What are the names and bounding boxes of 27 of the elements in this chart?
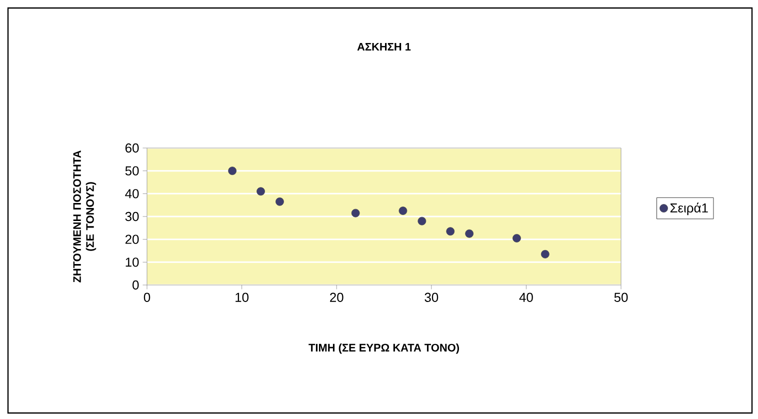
y-tick-label: 50: [125, 166, 139, 176]
x-tick-label: 40: [519, 292, 533, 302]
point: [276, 197, 284, 206]
y-tick-label: 60: [125, 143, 139, 153]
x-tick-label: 0: [144, 292, 150, 302]
x-axis-title: ΤΙΜΗ (ΣΕ ΕΥΡΩ ΚΑΤΑ ΤΟΝΟ): [308, 344, 459, 354]
point: [398, 206, 408, 215]
x-tick-label: 20: [330, 292, 344, 302]
point: [465, 229, 474, 238]
point: [256, 187, 265, 196]
y-axis-title: ΖΗΤΟΥΜΕΝΗ ΠΟΣΟΤΗΤΑ (ΣΕ ΤΟΝΟΥΣ): [73, 150, 96, 282]
y-tick-label: 0: [132, 280, 139, 290]
x-tick-label: 50: [614, 292, 628, 302]
y-tick-label: 40: [125, 189, 139, 198]
y-tick-label: 30: [125, 212, 139, 222]
legend-label: Σειρά1: [670, 202, 708, 216]
point: [446, 227, 455, 236]
point: [351, 208, 360, 218]
point: [228, 166, 237, 176]
x-tick-label: 30: [424, 292, 438, 302]
point: [418, 216, 426, 226]
y-tick-label: 10: [126, 258, 139, 267]
x-tick-label: 10: [236, 292, 249, 302]
point: [540, 250, 550, 258]
y-tick-label: 20: [125, 234, 139, 244]
chart-title: ΑΣΚΗΣΗ 1: [357, 42, 411, 50]
point: [512, 234, 521, 242]
